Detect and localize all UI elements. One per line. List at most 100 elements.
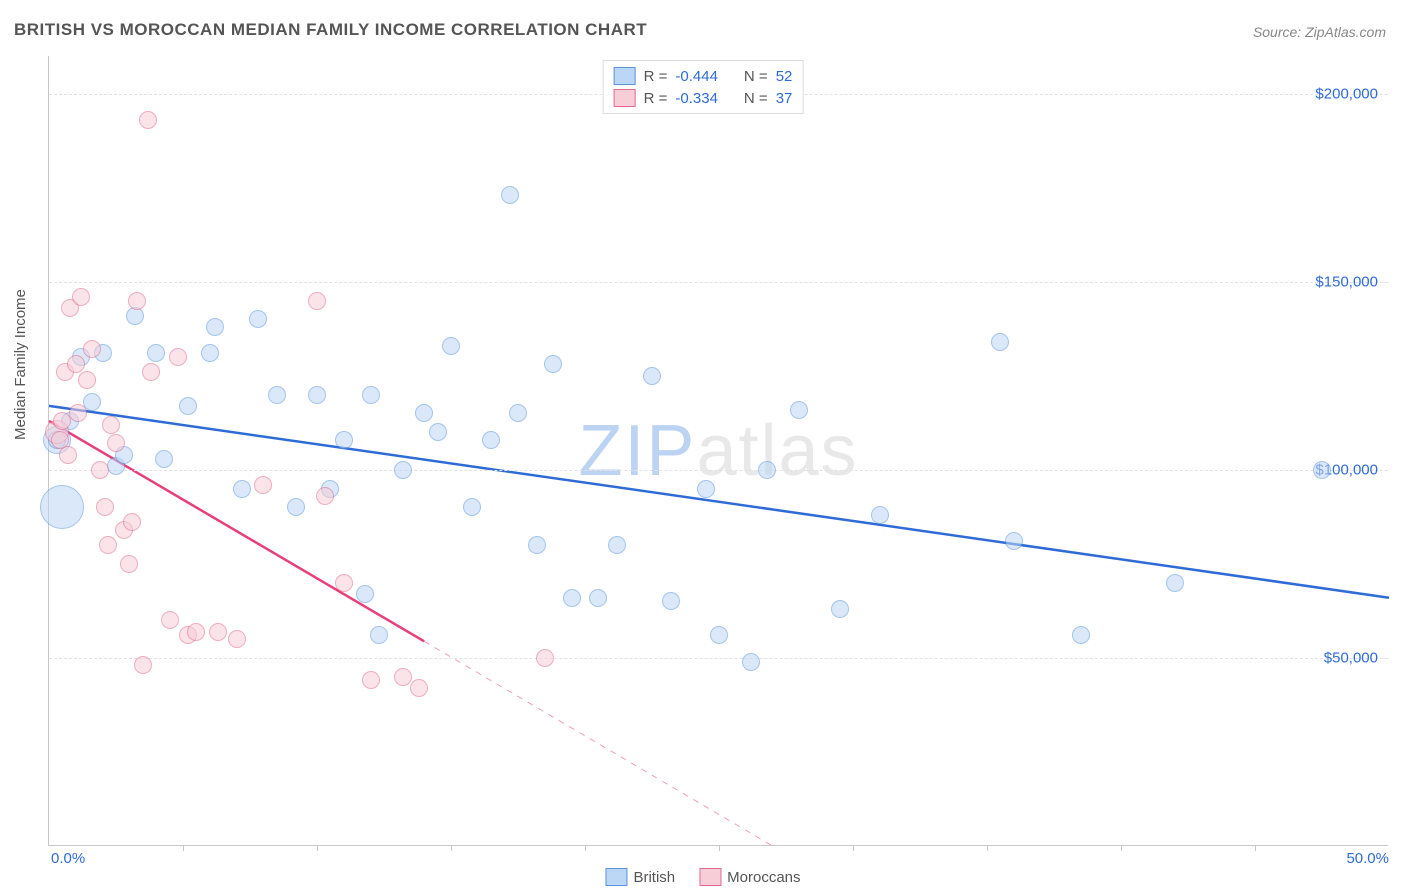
chart-svg: [49, 56, 1389, 846]
data-point-moroccans: [254, 476, 272, 494]
y-tick-label: $150,000: [1315, 273, 1378, 290]
data-point-british: [147, 344, 165, 362]
data-point-british: [697, 480, 715, 498]
chart-title: BRITISH VS MOROCCAN MEDIAN FAMILY INCOME…: [14, 20, 647, 40]
data-point-british: [233, 480, 251, 498]
r-label: R =: [644, 90, 668, 107]
data-point-moroccans: [187, 623, 205, 641]
data-point-moroccans: [96, 498, 114, 516]
data-point-moroccans: [161, 611, 179, 629]
source-label: Source: ZipAtlas.com: [1253, 24, 1386, 40]
x-tick-label: 50.0%: [1346, 850, 1389, 867]
data-point-moroccans: [316, 487, 334, 505]
data-point-british: [308, 386, 326, 404]
data-point-british: [463, 498, 481, 516]
data-point-moroccans: [139, 111, 157, 129]
data-point-british: [1005, 532, 1023, 550]
legend-swatch-british: [614, 67, 636, 85]
gridline: [49, 658, 1388, 659]
data-point-british: [710, 626, 728, 644]
r-value: -0.334: [675, 90, 718, 107]
y-tick-label: $50,000: [1324, 649, 1378, 666]
data-point-moroccans: [123, 513, 141, 531]
legend-swatch-british: [605, 868, 627, 886]
data-point-british: [528, 536, 546, 554]
data-point-british: [742, 653, 760, 671]
data-point-british: [871, 506, 889, 524]
data-point-moroccans: [69, 404, 87, 422]
data-point-british: [356, 585, 374, 603]
data-point-moroccans: [128, 292, 146, 310]
data-point-moroccans: [99, 536, 117, 554]
data-point-moroccans: [72, 288, 90, 306]
data-point-moroccans: [59, 446, 77, 464]
legend-item-moroccans: Moroccans: [699, 868, 800, 886]
x-tick-mark: [1255, 845, 1256, 851]
data-point-british: [643, 367, 661, 385]
x-tick-mark: [1121, 845, 1122, 851]
data-point-british: [40, 485, 84, 529]
gridline: [49, 470, 1388, 471]
data-point-moroccans: [209, 623, 227, 641]
gridline: [49, 282, 1388, 283]
y-axis-label: Median Family Income: [12, 289, 29, 440]
data-point-british: [268, 386, 286, 404]
data-point-british: [249, 310, 267, 328]
data-point-british: [790, 401, 808, 419]
data-point-british: [201, 344, 219, 362]
data-point-british: [482, 431, 500, 449]
data-point-british: [155, 450, 173, 468]
data-point-moroccans: [228, 630, 246, 648]
data-point-moroccans: [102, 416, 120, 434]
chart-container: BRITISH VS MOROCCAN MEDIAN FAMILY INCOME…: [0, 0, 1406, 892]
data-point-british: [442, 337, 460, 355]
data-point-moroccans: [120, 555, 138, 573]
data-point-british: [1072, 626, 1090, 644]
data-point-moroccans: [308, 292, 326, 310]
legend-item-british: British: [605, 868, 675, 886]
data-point-british: [1166, 574, 1184, 592]
x-tick-label: 0.0%: [51, 850, 85, 867]
data-point-british: [179, 397, 197, 415]
data-point-british: [758, 461, 776, 479]
data-point-moroccans: [91, 461, 109, 479]
n-label: N =: [744, 68, 768, 85]
data-point-british: [544, 355, 562, 373]
x-tick-mark: [987, 845, 988, 851]
series-legend: British Moroccans: [605, 868, 800, 886]
data-point-moroccans: [134, 656, 152, 674]
legend-stat-row-moroccans: R =-0.334N =37: [614, 87, 793, 109]
data-point-moroccans: [142, 363, 160, 381]
x-tick-mark: [317, 845, 318, 851]
data-point-british: [991, 333, 1009, 351]
data-point-british: [206, 318, 224, 336]
correlation-legend: R =-0.444N =52R =-0.334N =37: [603, 60, 804, 114]
data-point-british: [831, 600, 849, 618]
data-point-british: [563, 589, 581, 607]
y-tick-label: $200,000: [1315, 85, 1378, 102]
data-point-british: [394, 461, 412, 479]
data-point-moroccans: [362, 671, 380, 689]
data-point-moroccans: [410, 679, 428, 697]
plot-area: ZIPatlas $50,000$100,000$150,000$200,000…: [48, 56, 1388, 846]
legend-label: British: [633, 869, 675, 886]
data-point-british: [429, 423, 447, 441]
x-tick-mark: [585, 845, 586, 851]
data-point-british: [362, 386, 380, 404]
legend-swatch-moroccans: [614, 89, 636, 107]
data-point-british: [501, 186, 519, 204]
x-tick-mark: [183, 845, 184, 851]
data-point-moroccans: [78, 371, 96, 389]
data-point-british: [1313, 461, 1331, 479]
x-tick-mark: [719, 845, 720, 851]
x-tick-mark: [451, 845, 452, 851]
data-point-moroccans: [335, 574, 353, 592]
data-point-british: [509, 404, 527, 422]
data-point-british: [415, 404, 433, 422]
data-point-british: [335, 431, 353, 449]
data-point-british: [370, 626, 388, 644]
legend-swatch-moroccans: [699, 868, 721, 886]
r-value: -0.444: [675, 68, 718, 85]
data-point-moroccans: [536, 649, 554, 667]
data-point-british: [589, 589, 607, 607]
